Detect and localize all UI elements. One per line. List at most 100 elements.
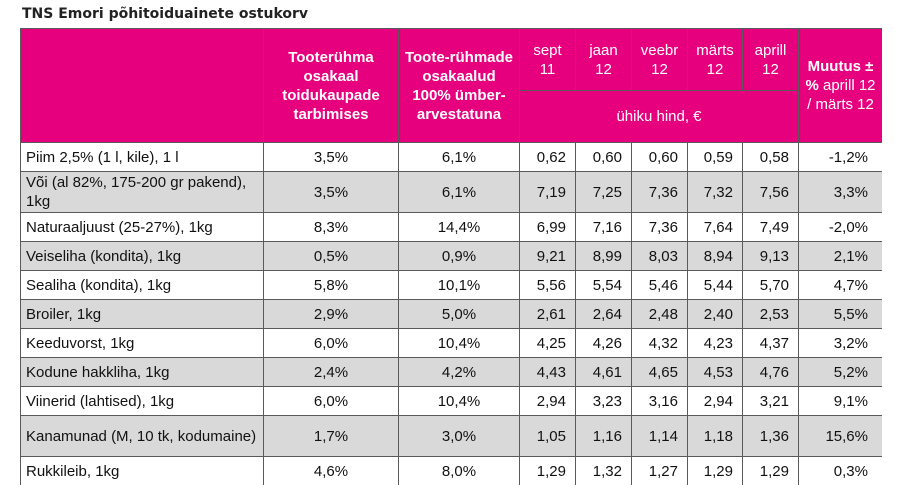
change-cell: 3,2%: [798, 328, 882, 358]
product-name-cell: Viinerid (lahtised), 1kg: [20, 386, 264, 416]
price-cell: 5,70: [742, 270, 799, 300]
product-name-cell: Piim 2,5% (1 l, kile), 1 l: [20, 142, 264, 172]
price-cell: 1,05: [519, 415, 576, 457]
price-cell: 7,25: [575, 171, 632, 213]
price-cell: 0,60: [631, 142, 688, 172]
share-cell: 3,5%: [263, 142, 399, 172]
product-name-cell: Keeduvorst, 1kg: [20, 328, 264, 358]
price-cell: 0,60: [575, 142, 632, 172]
share-cell: 8,3%: [263, 212, 399, 242]
price-cell: 1,29: [687, 456, 743, 485]
product-name-cell: Veiseliha (kondita), 1kg: [20, 241, 264, 271]
table-row: Rukkileib, 1kg 4,6% 8,0% 1,29 1,32 1,27 1,29 1,…: [20, 456, 882, 485]
price-cell: 4,23: [687, 328, 743, 358]
product-name-cell: Naturaaljuust (25-27%), 1kg: [20, 212, 264, 242]
share-100-cell: 5,0%: [398, 299, 520, 329]
header-month: veebr 12: [631, 28, 688, 91]
price-table-container: Tooterühma osakaal toidukaupade tarbimis…: [20, 28, 882, 485]
change-cell: 5,2%: [798, 357, 882, 387]
share-100-cell: 10,4%: [398, 328, 520, 358]
table-row: Kodune hakkliha, 1kg 2,4% 4,2% 4,43 4,61 4,65…: [20, 357, 882, 387]
price-cell: 0,62: [519, 142, 576, 172]
header-share-100: Toote-rühmade osakaalud 100% ümber-arves…: [398, 28, 520, 143]
share-100-cell: 6,1%: [398, 142, 520, 172]
table-title: TNS Emori põhitoiduainete ostukorv: [22, 6, 309, 22]
change-cell: 4,7%: [798, 270, 882, 300]
change-cell: -2,0%: [798, 212, 882, 242]
header-month: sept 11: [519, 28, 576, 91]
table-row: Viinerid (lahtised), 1kg 6,0% 10,4% 2,94 3,2…: [20, 386, 882, 416]
price-cell: 1,27: [631, 456, 688, 485]
price-cell: 4,61: [575, 357, 632, 387]
header-month: aprill 12: [742, 28, 799, 91]
price-cell: 2,48: [631, 299, 688, 329]
product-name-cell: Kanamunad (M, 10 tk, kodumaine): [20, 415, 264, 457]
price-cell: 8,03: [631, 241, 688, 271]
share-cell: 3,5%: [263, 171, 399, 213]
price-cell: 6,99: [519, 212, 576, 242]
price-cell: 0,58: [742, 142, 799, 172]
price-cell: 0,59: [687, 142, 743, 172]
price-cell: 7,36: [631, 212, 688, 242]
share-cell: 2,9%: [263, 299, 399, 329]
price-cell: 4,53: [687, 357, 743, 387]
table-row: Keeduvorst, 1kg 6,0% 10,4% 4,25 4,26 4,32 4,23…: [20, 328, 882, 358]
change-cell: -1,2%: [798, 142, 882, 172]
header-month: jaan 12: [575, 28, 632, 91]
header-unit-price: ühiku hind, €: [519, 90, 799, 143]
share-cell: 6,0%: [263, 328, 399, 358]
share-100-cell: 4,2%: [398, 357, 520, 387]
table-row: Või (al 82%, 175-200 gr pakend), 1kg 3,5%…: [20, 171, 882, 213]
header-share: Tooterühma osakaal toidukaupade tarbimis…: [263, 28, 399, 143]
price-cell: 2,40: [687, 299, 743, 329]
share-100-cell: 6,1%: [398, 171, 520, 213]
product-name-cell: Kodune hakkliha, 1kg: [20, 357, 264, 387]
table-row: Veiseliha (kondita), 1kg 0,5% 0,9% 9,21 8,99…: [20, 241, 882, 271]
price-cell: 1,18: [687, 415, 743, 457]
share-cell: 0,5%: [263, 241, 399, 271]
price-cell: 7,64: [687, 212, 743, 242]
share-100-cell: 8,0%: [398, 456, 520, 485]
price-cell: 2,53: [742, 299, 799, 329]
product-name-cell: Rukkileib, 1kg: [20, 456, 264, 485]
header-change: Muutus ± % aprill 12 / märts 12: [798, 28, 882, 143]
price-cell: 3,16: [631, 386, 688, 416]
price-cell: 2,94: [519, 386, 576, 416]
price-cell: 3,23: [575, 386, 632, 416]
product-name-cell: Broiler, 1kg: [20, 299, 264, 329]
product-name-cell: Või (al 82%, 175-200 gr pakend), 1kg: [20, 171, 264, 213]
price-cell: 7,16: [575, 212, 632, 242]
table-row: Kanamunad (M, 10 tk, kodumaine) 1,7% 3,0% 1…: [20, 415, 882, 457]
price-cell: 4,32: [631, 328, 688, 358]
table-row: Naturaaljuust (25-27%), 1kg 8,3% 14,4% 6,99…: [20, 212, 882, 242]
price-cell: 8,99: [575, 241, 632, 271]
share-100-cell: 10,4%: [398, 386, 520, 416]
share-cell: 4,6%: [263, 456, 399, 485]
price-cell: 4,65: [631, 357, 688, 387]
price-cell: 9,13: [742, 241, 799, 271]
table-row: Broiler, 1kg 2,9% 5,0% 2,61 2,64 2,48 2,40 2,53…: [20, 299, 882, 329]
product-name-cell: Sealiha (kondita), 1kg: [20, 270, 264, 300]
share-cell: 1,7%: [263, 415, 399, 457]
price-cell: 5,54: [575, 270, 632, 300]
price-cell: 7,32: [687, 171, 743, 213]
price-cell: 4,25: [519, 328, 576, 358]
share-100-cell: 10,1%: [398, 270, 520, 300]
change-cell: 15,6%: [798, 415, 882, 457]
price-cell: 1,29: [742, 456, 799, 485]
price-cell: 4,76: [742, 357, 799, 387]
share-cell: 6,0%: [263, 386, 399, 416]
table-row: Sealiha (kondita), 1kg 5,8% 10,1% 5,56 5,54 5…: [20, 270, 882, 300]
price-cell: 2,94: [687, 386, 743, 416]
change-cell: 3,3%: [798, 171, 882, 213]
header-change-rest: aprill 12 / märts 12: [807, 77, 876, 113]
change-cell: 9,1%: [798, 386, 882, 416]
price-table: Tooterühma osakaal toidukaupade tarbimis…: [20, 28, 882, 485]
share-100-cell: 14,4%: [398, 212, 520, 242]
price-cell: 1,14: [631, 415, 688, 457]
price-cell: 7,19: [519, 171, 576, 213]
price-cell: 5,56: [519, 270, 576, 300]
change-cell: 2,1%: [798, 241, 882, 271]
price-cell: 4,26: [575, 328, 632, 358]
change-cell: 0,3%: [798, 456, 882, 485]
